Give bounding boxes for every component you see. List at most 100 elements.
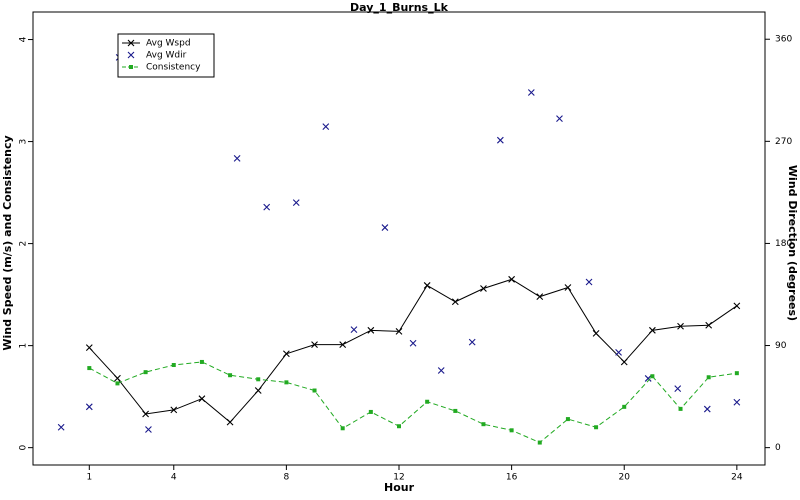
point-marker [339,341,347,348]
x-tick-label: 16 [506,473,518,483]
point-marker [423,282,431,289]
x-tick-label: 4 [171,473,177,483]
point-marker [254,387,262,394]
point-marker [311,341,318,348]
x-tick-label: 20 [619,473,631,483]
y2-tick-label: 360 [775,35,792,45]
legend-label: Avg Wspd [146,39,191,49]
point-marker [678,406,683,411]
y-tick-label: 1 [19,343,29,349]
point-marker [170,406,178,414]
legend-label: Consistency [146,63,201,73]
point-marker [284,380,289,385]
point-marker [228,373,233,378]
point-marker [114,374,121,382]
point-marker [437,367,445,374]
x-axis-label: Hour [384,481,415,494]
x-tick-label: 1 [86,473,92,483]
point-marker [468,338,476,346]
point-marker [650,374,655,379]
point-marker [368,409,373,414]
legend-label: Avg Wdir [146,51,187,61]
series-line [88,278,738,423]
point-marker [480,285,487,292]
point-marker [615,348,622,356]
point-marker [198,395,206,403]
point-marker [233,154,241,162]
point-marker [171,363,176,368]
point-marker [734,371,739,376]
point-marker [705,321,713,329]
point-marker [556,115,563,123]
legend-marker [127,51,135,59]
x-tick-label: 8 [284,473,290,483]
point-marker [263,203,271,211]
series-line [89,361,737,444]
y-tick-label: 3 [19,139,29,145]
point-marker [256,377,261,382]
point-marker [143,370,148,375]
point-marker [703,405,711,413]
point-marker [425,399,430,404]
point-marker [594,425,599,430]
y2-tick-label: 90 [775,341,787,351]
point-marker [733,398,741,406]
y2-tick-label: 270 [775,137,792,147]
point-marker [585,278,593,286]
point-marker [142,410,150,418]
x-tick-label: 12 [393,473,404,483]
point-marker [340,426,345,431]
point-marker [508,275,516,283]
point-marker [509,428,514,433]
point-marker [397,424,401,429]
point-marker [226,418,234,426]
point-marker [381,224,389,231]
chart-title: Day_1_Burns_Lk [350,1,449,14]
point-marker [677,322,684,330]
point-marker [496,136,504,144]
y-axis-label: Wind Speed (m/s) and Consistency [1,135,14,350]
point-marker [85,403,93,411]
point-marker [648,326,656,334]
y-tick-label: 0 [19,445,29,451]
point-marker [322,123,330,130]
point-marker [451,298,459,306]
point-marker [85,344,93,352]
point-marker [453,408,458,413]
point-marker [481,422,486,427]
point-marker [537,440,542,445]
point-marker [367,326,375,334]
point-marker [350,326,358,334]
point-marker [87,366,92,371]
y2-tick-label: 180 [775,239,792,249]
y-tick-label: 2 [19,241,29,247]
point-marker [706,375,711,380]
point-marker [57,423,65,431]
legend-marker [127,39,135,47]
legend-marker [129,65,133,69]
point-marker [674,385,682,393]
y-tick-label: 4 [19,36,29,42]
point-marker [592,329,600,337]
point-marker [409,339,417,347]
point-marker [622,404,627,409]
y2-tick-label: 0 [775,443,781,453]
y2-axis-label: Wind Direction (degrees) [786,165,799,321]
point-marker [644,375,652,382]
point-marker [395,327,403,335]
point-marker [292,199,300,206]
legend-box [117,33,215,78]
point-marker [199,359,204,364]
point-marker [145,426,152,433]
point-marker [282,350,290,358]
point-marker [527,89,535,96]
point-marker [733,302,741,310]
point-marker [565,417,570,422]
point-marker [312,388,317,393]
point-marker [115,381,120,386]
point-marker [564,284,572,291]
point-marker [620,358,628,366]
point-marker [536,293,544,301]
